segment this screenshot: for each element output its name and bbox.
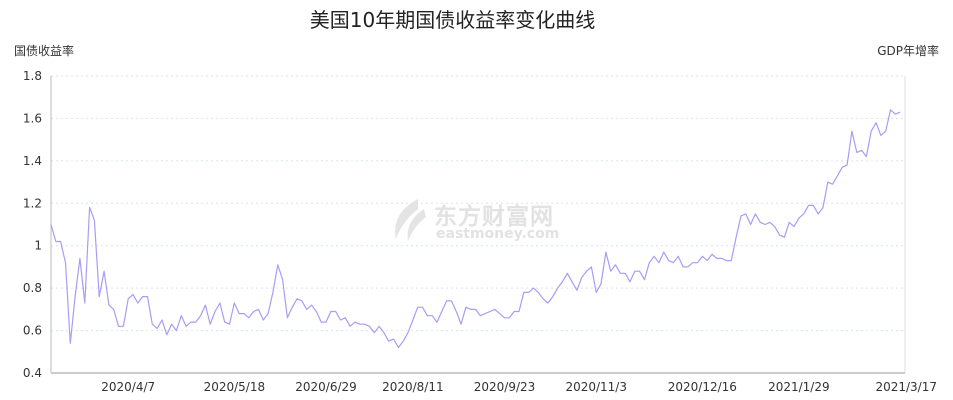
y-tick-label: 1.2 — [23, 196, 42, 210]
y-tick-label: 0.8 — [23, 281, 42, 295]
y-tick-label: 1.6 — [23, 111, 42, 125]
x-tick-label: 2021/3/17 — [875, 380, 937, 394]
x-tick-label: 2020/11/3 — [565, 380, 627, 394]
y-tick-label: 1 — [34, 239, 42, 253]
y-axis-label: 国债收益率 — [14, 44, 75, 58]
x-tick-label: 2020/6/29 — [295, 380, 357, 394]
watermark-cn: 东方财富网 — [434, 204, 554, 230]
x-tick-label: 2020/9/23 — [474, 380, 536, 394]
x-tick-label: 2020/12/16 — [668, 380, 737, 394]
yield-series-line — [50, 109, 901, 349]
y-tick-label: 0.6 — [23, 324, 42, 338]
x-tick-label: 2020/4/7 — [101, 380, 155, 394]
y-tick-label: 1.8 — [23, 69, 42, 83]
watermark-en: eastmoney.com — [436, 226, 560, 242]
y-tick-label: 1.4 — [23, 154, 42, 168]
x-tick-label: 2020/5/18 — [204, 380, 266, 394]
x-tick-label: 2021/1/29 — [768, 380, 830, 394]
chart-title: 美国10年期国债收益率变化曲线 — [309, 8, 596, 32]
x-tick-label: 2020/8/11 — [382, 380, 444, 394]
eastmoney-watermark-logo: 东方财富网 eastmoney.com — [388, 197, 559, 247]
eastmoney-logo-icon — [395, 199, 426, 241]
y2-axis-label: GDP年增率 — [877, 44, 939, 58]
y-tick-label: 0.4 — [23, 366, 42, 380]
